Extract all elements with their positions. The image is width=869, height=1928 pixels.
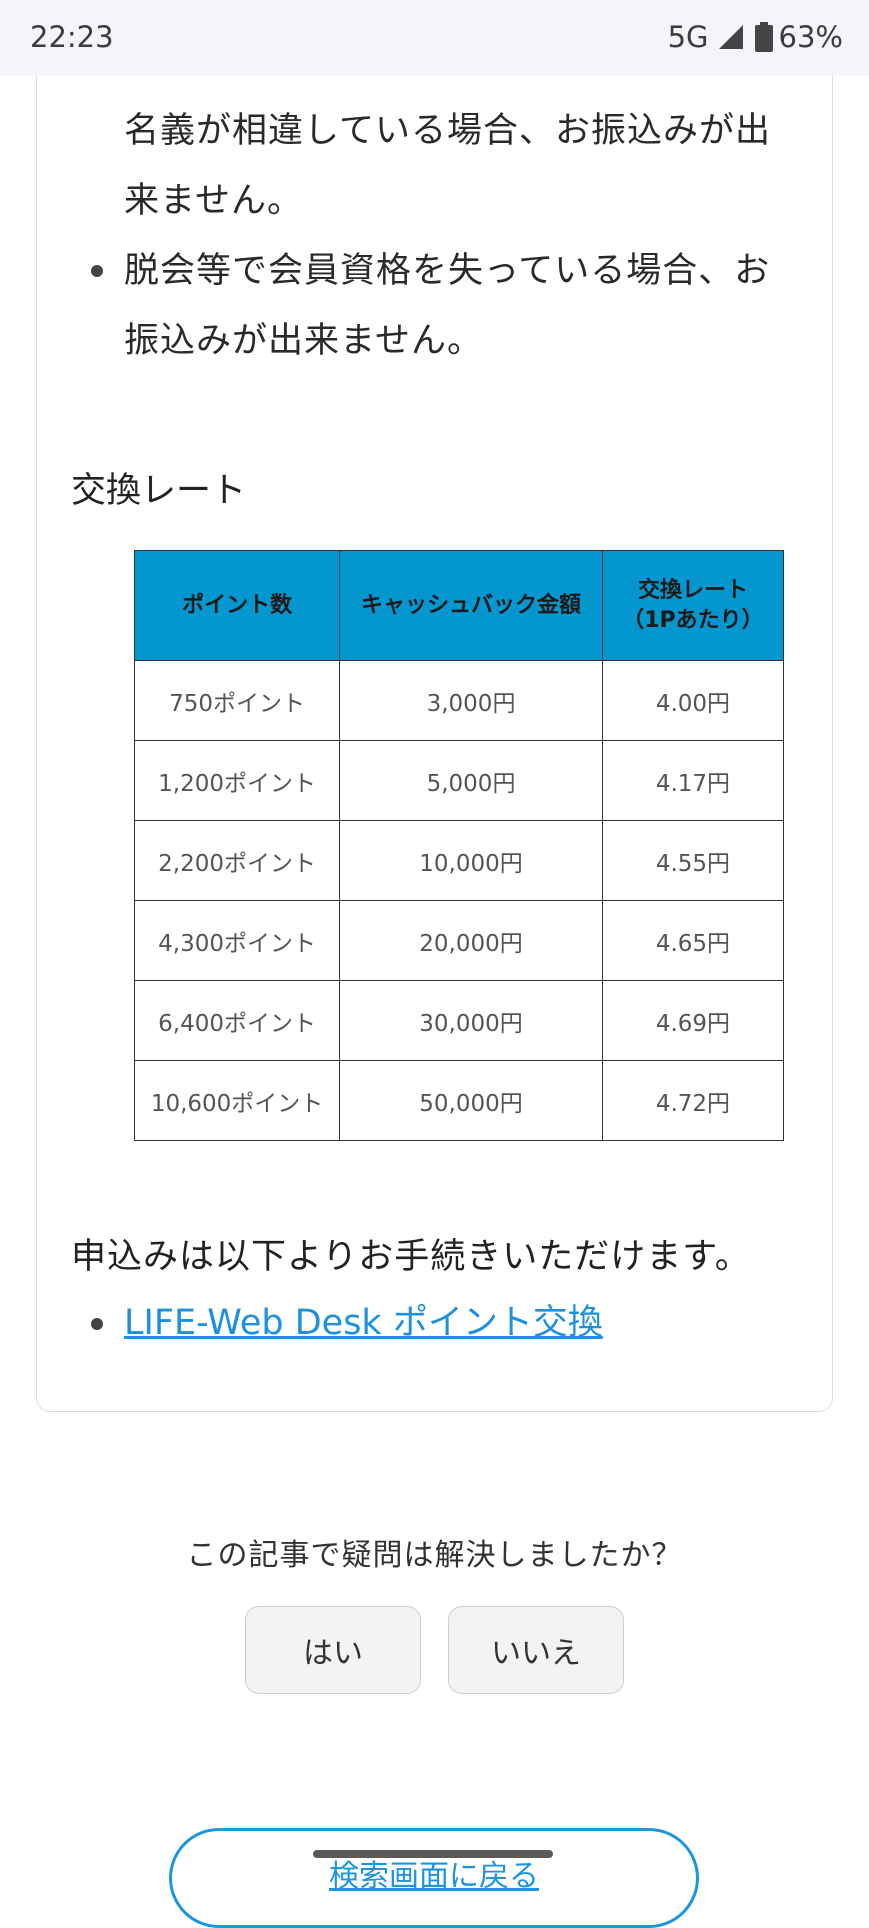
table-row: 4,300ポイント 20,000円 4.65円 bbox=[133, 900, 785, 981]
table-row: 2,200ポイント 10,000円 4.55円 bbox=[133, 820, 785, 901]
bullet-text: 脱会等で会員資格を失っている場合、お振込みが出来ません。 bbox=[124, 251, 771, 361]
table-cell: 4.72円 bbox=[601, 1060, 785, 1141]
bullet-icon bbox=[91, 1318, 103, 1330]
point-exchange-link[interactable]: LIFE-Web Desk ポイント交換 bbox=[124, 1303, 603, 1343]
home-indicator[interactable] bbox=[313, 1850, 553, 1858]
status-bar: 22:23 5G 63% bbox=[0, 0, 869, 76]
table-cell: 6,400ポイント bbox=[133, 980, 341, 1061]
table-row: 10,600ポイント 50,000円 4.72円 bbox=[133, 1060, 785, 1141]
feedback-question: この記事で疑問は解決しましたか？ bbox=[186, 1538, 683, 1573]
header-rate-line1: 交換レート bbox=[637, 577, 748, 603]
bullet-icon bbox=[91, 265, 103, 277]
list-item: 脱会等で会員資格を失っている場合、お振込みが出来ません。 bbox=[37, 236, 834, 376]
table-cell: 2,200ポイント bbox=[133, 820, 341, 901]
table-header-cell: ポイント数 bbox=[133, 550, 341, 661]
table-cell: 10,000円 bbox=[339, 820, 603, 901]
battery-icon bbox=[754, 22, 773, 52]
header-rate-line2: （1Pあたり） bbox=[622, 607, 764, 633]
table-row: 6,400ポイント 30,000円 4.69円 bbox=[133, 980, 785, 1061]
table-cell: 50,000円 bbox=[339, 1060, 603, 1141]
status-time: 22:23 bbox=[30, 20, 114, 54]
table-header-row: ポイント数 キャッシュバック金額 交換レート （1Pあたり） bbox=[133, 550, 785, 661]
table-cell: 30,000円 bbox=[339, 980, 603, 1061]
feedback-yes-button[interactable]: はい bbox=[245, 1606, 421, 1694]
signal-icon bbox=[718, 25, 743, 49]
link-list: LIFE-Web Desk ポイント交換 bbox=[37, 1298, 834, 1348]
table-cell: 5,000円 bbox=[339, 740, 603, 821]
table-cell: 4.17円 bbox=[601, 740, 785, 821]
table-cell: 4.65円 bbox=[601, 900, 785, 981]
exchange-rate-table: ポイント数 キャッシュバック金額 交換レート （1Pあたり） 750ポイント 3,… bbox=[133, 550, 785, 1141]
table-cell: 20,000円 bbox=[339, 900, 603, 981]
section-title: 交換レート bbox=[71, 471, 247, 511]
table-header-cell: 交換レート （1Pあたり） bbox=[601, 550, 785, 661]
table-cell: 4,300ポイント bbox=[133, 900, 341, 981]
table-cell: 4.69円 bbox=[601, 980, 785, 1061]
network-label: 5G bbox=[667, 20, 709, 54]
battery-percent: 63% bbox=[778, 20, 843, 54]
article-card: カードのご名義とお引き落とし口座のご名義が相違している場合、お振込みが出来ません… bbox=[36, 0, 833, 1412]
list-item: LIFE-Web Desk ポイント交換 bbox=[37, 1298, 834, 1348]
table-cell: 10,600ポイント bbox=[133, 1060, 341, 1141]
table-cell: 1,200ポイント bbox=[133, 740, 341, 821]
back-button-label: 検索画面に戻る bbox=[329, 1859, 539, 1894]
table-row: 750ポイント 3,000円 4.00円 bbox=[133, 660, 785, 741]
status-indicators: 5G 63% bbox=[668, 20, 843, 54]
table-cell: 750ポイント bbox=[133, 660, 341, 741]
table-header-cell: キャッシュバック金額 bbox=[339, 550, 603, 661]
table-cell: 3,000円 bbox=[339, 660, 603, 741]
table-cell: 4.55円 bbox=[601, 820, 785, 901]
back-to-search-button[interactable]: 検索画面に戻る bbox=[169, 1828, 699, 1928]
apply-instruction: 申込みは以下よりお手続きいただけます。 bbox=[71, 1237, 751, 1277]
table-row: 1,200ポイント 5,000円 4.17円 bbox=[133, 740, 785, 821]
feedback-no-button[interactable]: いいえ bbox=[448, 1606, 624, 1694]
table-cell: 4.00円 bbox=[601, 660, 785, 741]
